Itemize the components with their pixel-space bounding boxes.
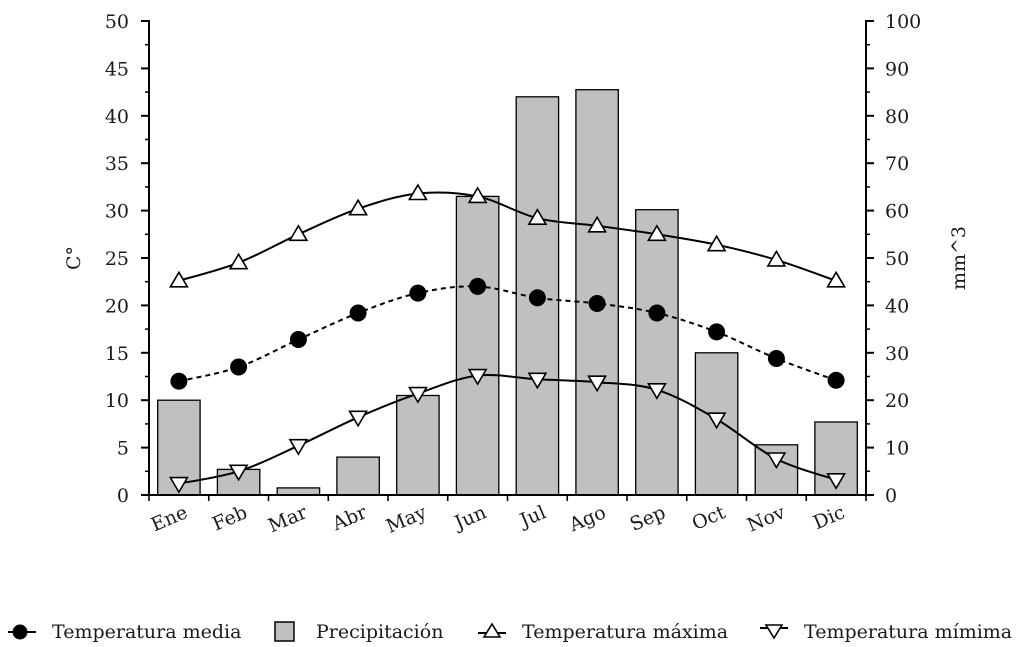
- precipitation-bar: [276, 487, 321, 496]
- x-axis-category-label: Nov: [744, 501, 789, 537]
- x-axis-category-label: Jul: [515, 501, 549, 532]
- precipitation-bar: [635, 209, 679, 496]
- point-temperatura-minima: [826, 472, 846, 490]
- point-temperatura-media: [767, 350, 785, 367]
- x-axis-category-label: May: [383, 501, 430, 538]
- right-axis-tick-label: 10: [885, 438, 909, 460]
- point-temperatura-media: [827, 371, 845, 389]
- right-axis-tick-label: 80: [885, 106, 909, 128]
- left-axis-tick-label: 25: [105, 248, 129, 270]
- x-axis-category-label: Ago: [565, 501, 609, 536]
- point-temperatura-maxima: [408, 183, 428, 201]
- x-axis-category-label: Feb: [209, 501, 250, 535]
- point-temperatura-minima: [408, 386, 428, 404]
- x-axis-category-label: Sep: [627, 501, 669, 535]
- point-temperatura-minima: [587, 375, 607, 393]
- point-temperatura-minima: [288, 438, 309, 456]
- right-axis-tick-label: 20: [885, 390, 909, 412]
- filled-circle-marker-icon: [8, 624, 36, 640]
- line-temperatura-minima: [178, 374, 837, 485]
- point-temperatura-maxima: [766, 249, 787, 267]
- point-temperatura-media: [588, 295, 606, 312]
- right-axis-tick-label: 70: [885, 153, 909, 175]
- chart-legend: Temperatura media Precipitación Temperat…: [0, 617, 1023, 647]
- legend-label-media: Temperatura media: [52, 621, 242, 643]
- point-temperatura-maxima: [826, 270, 846, 288]
- legend-item-minima: Temperatura mímima: [760, 617, 1012, 647]
- left-axis-tick-label: 35: [105, 153, 129, 175]
- x-axis-category-label: Mar: [265, 501, 311, 537]
- left-axis-tick-label: 15: [105, 343, 129, 365]
- climate-chart: 0 5 10 15 20 25 30 35 40 45 50 0 10 20 30 40 50 60 70 80 90 1…: [63, 11, 970, 538]
- point-temperatura-media: [409, 284, 427, 302]
- right-axis-tick-label: 30: [885, 343, 909, 365]
- point-temperatura-media: [230, 358, 248, 376]
- right-axis-tick-label: 60: [885, 201, 909, 223]
- precipitation-bar: [455, 195, 500, 496]
- axis-ticks: 0 5 10 15 20 25 30 35 40 45 50 0 10 20 30 40 50 60 70 80 90 1…: [105, 11, 921, 538]
- point-temperatura-maxima: [706, 234, 727, 252]
- point-temperatura-media: [469, 277, 487, 295]
- point-temperatura-minima: [169, 476, 189, 494]
- point-temperatura-minima: [706, 412, 727, 430]
- precipitation-bar: [396, 394, 440, 496]
- gray-square-icon: [274, 621, 295, 642]
- x-axis-category-label: Jun: [450, 501, 490, 535]
- point-temperatura-maxima: [288, 224, 309, 242]
- legend-item-media: Temperatura media: [8, 617, 241, 647]
- legend-label-minima: Temperatura mímima: [804, 621, 1013, 643]
- point-temperatura-maxima: [467, 186, 488, 204]
- triangle-down-marker-icon: [760, 624, 788, 640]
- left-axis-tick-label: 20: [105, 295, 129, 317]
- point-temperatura-maxima: [587, 215, 607, 233]
- point-temperatura-media: [170, 372, 188, 390]
- left-axis-tick-label: 0: [117, 485, 129, 507]
- point-temperatura-minima: [348, 410, 368, 428]
- legend-label-maxima: Temperatura máxima: [522, 621, 729, 643]
- point-temperatura-media: [528, 289, 546, 307]
- x-axis-category-label: Abr: [328, 501, 371, 536]
- legend-item-maxima: Temperatura máxima: [478, 617, 728, 647]
- legend-label-precipitacion: Precipitación: [316, 621, 444, 643]
- line-temperatura-maxima: [178, 191, 837, 282]
- point-temperatura-minima: [228, 464, 249, 482]
- point-temperatura-maxima: [647, 224, 667, 242]
- point-temperatura-minima: [527, 372, 548, 390]
- right-axis-tick-label: 0: [885, 485, 897, 507]
- x-axis-category-label: Oct: [689, 501, 729, 535]
- point-temperatura-maxima: [228, 252, 249, 270]
- right-axis-tick-label: 50: [885, 248, 909, 270]
- x-axis-category-label: Ene: [148, 501, 191, 536]
- temperature-lines: [169, 183, 846, 494]
- point-temperatura-minima: [647, 382, 667, 400]
- right-axis-title: mm^3: [948, 226, 970, 290]
- point-temperatura-media: [708, 323, 726, 341]
- point-temperatura-minima: [467, 368, 488, 386]
- right-axis-tick-label: 100: [885, 11, 921, 33]
- point-temperatura-media: [289, 331, 307, 348]
- point-temperatura-maxima: [169, 270, 189, 288]
- triangle-up-marker-icon: [478, 622, 506, 638]
- precipitation-bar: [575, 89, 619, 496]
- left-axis-tick-label: 50: [105, 11, 129, 33]
- legend-item-precipitacion: Precipitación: [274, 617, 443, 647]
- point-temperatura-media: [349, 304, 367, 322]
- chart-axes: [148, 20, 867, 496]
- x-axis-category-label: Dic: [810, 501, 848, 534]
- left-axis-tick-label: 30: [105, 201, 129, 223]
- left-axis-tick-label: 10: [105, 390, 129, 412]
- point-temperatura-maxima: [527, 208, 548, 225]
- point-temperatura-minima: [766, 452, 787, 470]
- right-axis-tick-label: 40: [885, 295, 909, 317]
- point-temperatura-media: [648, 304, 666, 322]
- right-axis-tick-label: 90: [885, 58, 909, 80]
- left-axis-tick-label: 5: [117, 438, 129, 460]
- left-axis-tick-label: 45: [105, 58, 129, 80]
- left-axis-tick-label: 40: [105, 106, 129, 128]
- left-axis-title: C°: [63, 246, 85, 270]
- point-temperatura-maxima: [348, 198, 368, 216]
- precipitation-bar: [336, 456, 380, 496]
